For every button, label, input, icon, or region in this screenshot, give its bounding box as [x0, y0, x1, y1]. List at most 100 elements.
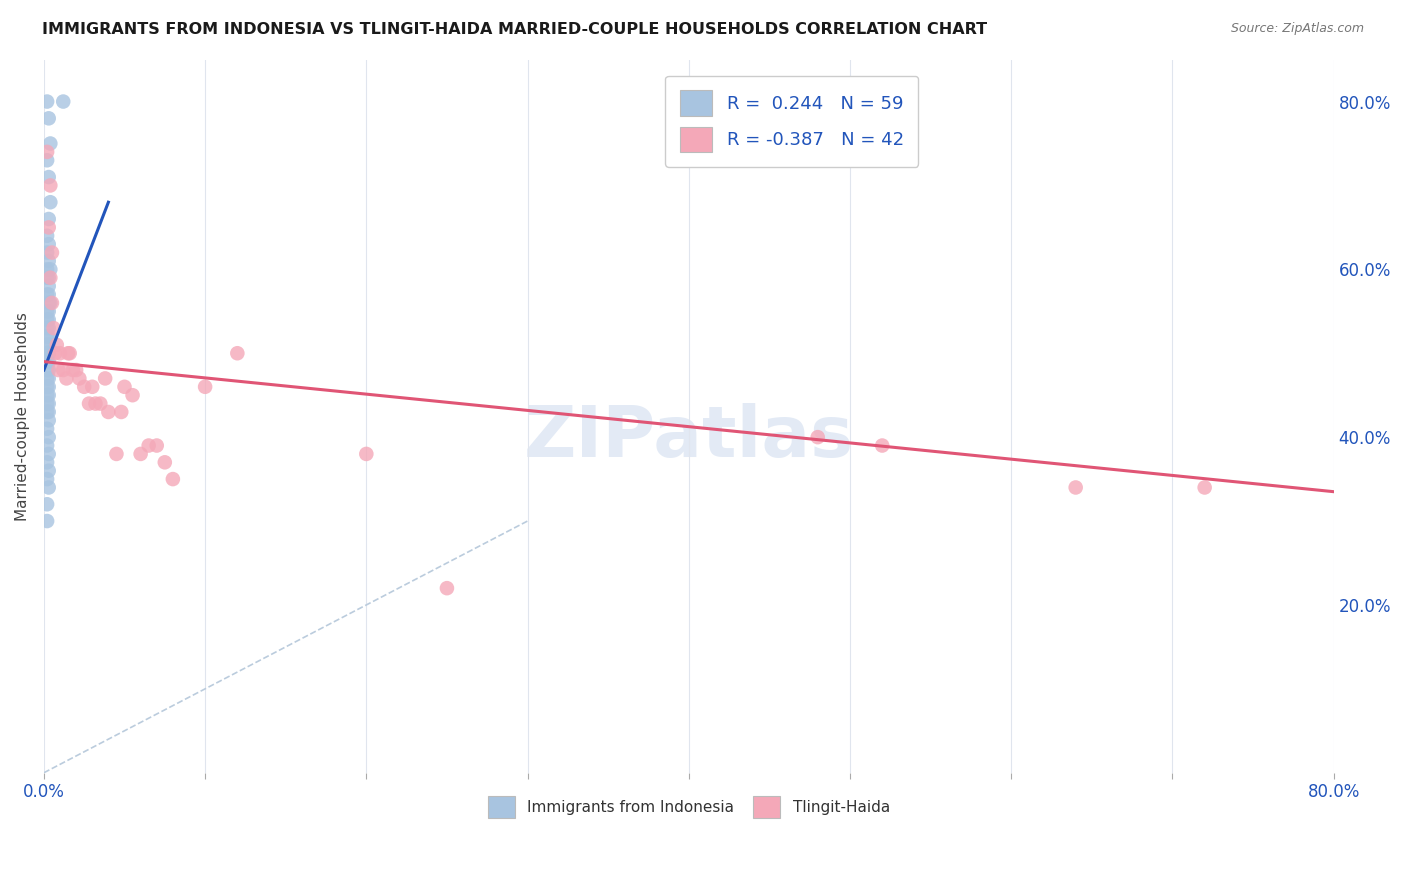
- Point: [114, 380, 136, 394]
- Point: [84, 396, 107, 410]
- Point: [37, 371, 59, 385]
- Point: [37, 287, 59, 301]
- Point: [89, 396, 111, 410]
- Point: [37, 472, 59, 486]
- Point: [38, 464, 60, 478]
- Point: [39, 296, 62, 310]
- Point: [110, 405, 132, 419]
- Point: [41, 296, 63, 310]
- Text: Source: ZipAtlas.com: Source: ZipAtlas.com: [1230, 22, 1364, 36]
- Point: [37, 354, 59, 368]
- Point: [67, 371, 90, 385]
- Point: [38, 380, 60, 394]
- Point: [38, 304, 60, 318]
- Point: [55, 371, 77, 385]
- Point: [38, 396, 60, 410]
- Point: [39, 136, 62, 151]
- Point: [37, 422, 59, 436]
- Point: [65, 363, 87, 377]
- Point: [37, 497, 59, 511]
- Point: [39, 178, 62, 193]
- Point: [38, 169, 60, 184]
- Point: [39, 270, 62, 285]
- Point: [37, 228, 59, 243]
- Point: [38, 270, 60, 285]
- Point: [38, 430, 60, 444]
- Text: IMMIGRANTS FROM INDONESIA VS TLINGIT-HAIDA MARRIED-COUPLE HOUSEHOLDS CORRELATION: IMMIGRANTS FROM INDONESIA VS TLINGIT-HAI…: [42, 22, 987, 37]
- Point: [37, 455, 59, 469]
- Point: [38, 220, 60, 235]
- Point: [37, 312, 59, 326]
- Point: [38, 329, 60, 343]
- Point: [129, 447, 152, 461]
- Point: [105, 447, 128, 461]
- Point: [77, 396, 100, 410]
- Point: [42, 321, 65, 335]
- Point: [38, 413, 60, 427]
- Point: [37, 95, 59, 109]
- Point: [37, 388, 59, 402]
- Point: [39, 262, 62, 277]
- Point: [56, 346, 79, 360]
- Point: [121, 388, 143, 402]
- Point: [38, 279, 60, 293]
- Point: [153, 455, 176, 469]
- Point: [138, 438, 160, 452]
- Point: [44, 346, 66, 360]
- Point: [37, 438, 59, 452]
- Point: [807, 430, 830, 444]
- Point: [49, 346, 72, 360]
- Point: [37, 270, 59, 285]
- Point: [73, 380, 96, 394]
- Point: [52, 363, 75, 377]
- Text: ZIPatlas: ZIPatlas: [523, 403, 853, 472]
- Point: [38, 212, 60, 227]
- Point: [38, 354, 60, 368]
- Point: [37, 153, 59, 168]
- Point: [38, 312, 60, 326]
- Point: [870, 438, 893, 452]
- Point: [38, 405, 60, 419]
- Point: [94, 371, 117, 385]
- Point: [38, 237, 60, 252]
- Point: [37, 405, 59, 419]
- Point: [38, 321, 60, 335]
- Point: [38, 388, 60, 402]
- Point: [37, 304, 59, 318]
- Point: [1194, 481, 1216, 495]
- Point: [37, 363, 59, 377]
- Point: [37, 338, 59, 352]
- Point: [62, 363, 84, 377]
- Point: [37, 245, 59, 260]
- Point: [37, 329, 59, 343]
- Point: [37, 321, 59, 335]
- Point: [38, 254, 60, 268]
- Y-axis label: Married-couple Households: Married-couple Households: [15, 311, 30, 521]
- Point: [52, 95, 75, 109]
- Point: [38, 371, 60, 385]
- Point: [38, 112, 60, 126]
- Point: [1064, 481, 1087, 495]
- Point: [37, 346, 59, 360]
- Point: [37, 514, 59, 528]
- Legend: Immigrants from Indonesia, Tlingit-Haida: Immigrants from Indonesia, Tlingit-Haida: [479, 789, 897, 826]
- Point: [356, 447, 378, 461]
- Point: [41, 245, 63, 260]
- Point: [45, 338, 67, 352]
- Point: [48, 363, 70, 377]
- Point: [39, 195, 62, 210]
- Point: [38, 481, 60, 495]
- Point: [145, 438, 167, 452]
- Point: [38, 287, 60, 301]
- Point: [38, 338, 60, 352]
- Point: [37, 396, 59, 410]
- Point: [226, 346, 249, 360]
- Point: [38, 447, 60, 461]
- Point: [162, 472, 184, 486]
- Point: [38, 296, 60, 310]
- Point: [194, 380, 217, 394]
- Point: [37, 145, 59, 159]
- Point: [37, 262, 59, 277]
- Point: [37, 380, 59, 394]
- Point: [82, 380, 104, 394]
